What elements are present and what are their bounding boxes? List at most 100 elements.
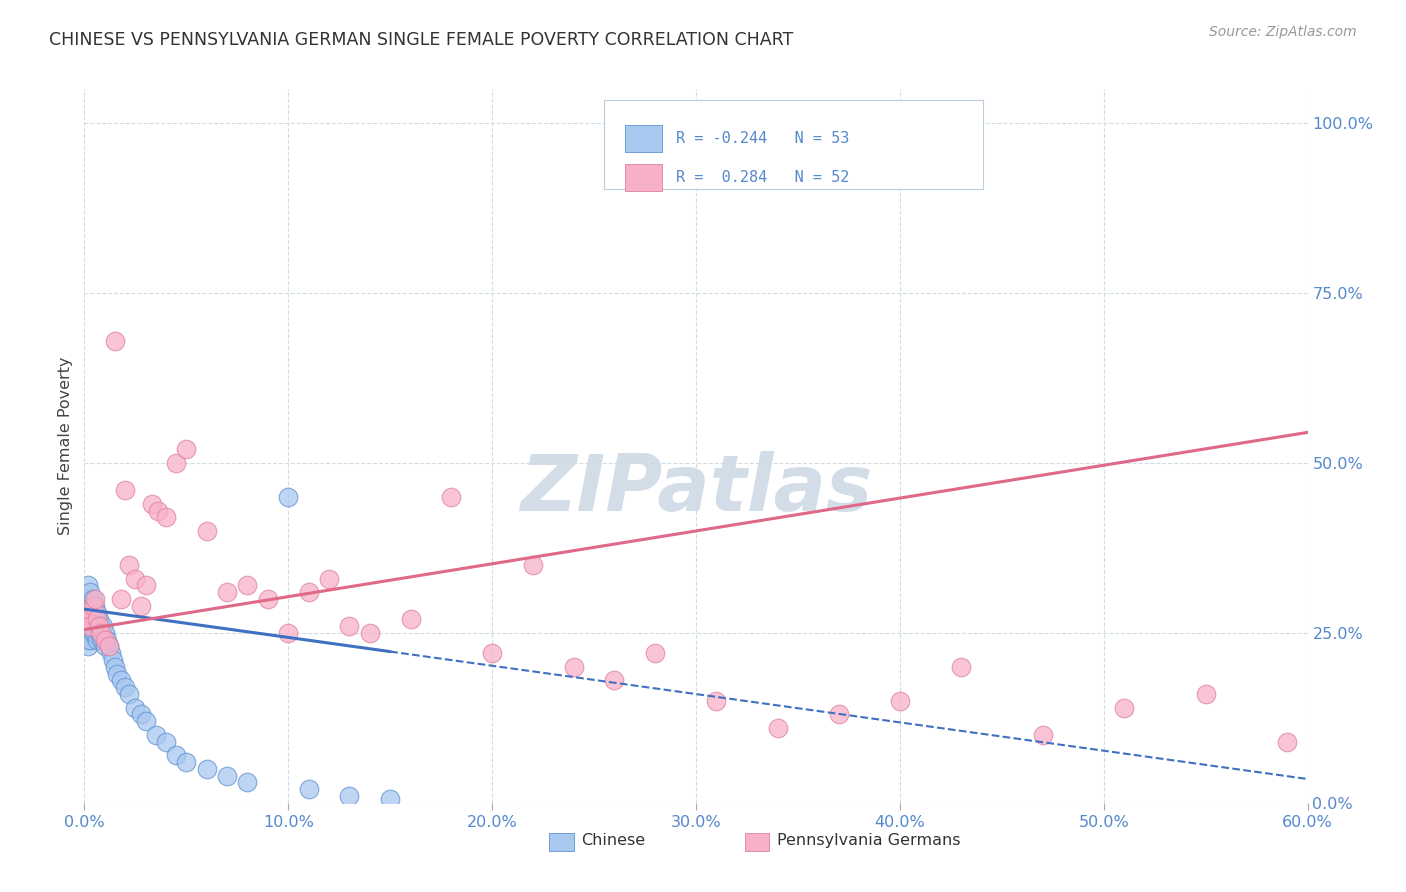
Point xyxy=(86,619,108,633)
Point xyxy=(87,612,110,626)
Point xyxy=(79,606,101,620)
Point xyxy=(91,632,114,647)
Point xyxy=(77,599,100,613)
Point xyxy=(195,524,218,538)
Point xyxy=(145,728,167,742)
Point xyxy=(155,734,177,748)
Point xyxy=(118,687,141,701)
Text: Chinese: Chinese xyxy=(581,833,645,848)
Point xyxy=(481,646,503,660)
Point xyxy=(100,646,122,660)
FancyBboxPatch shape xyxy=(605,100,983,189)
Point xyxy=(114,680,136,694)
Point xyxy=(135,578,157,592)
Point xyxy=(146,503,169,517)
Point xyxy=(97,640,120,654)
Point xyxy=(1032,728,1054,742)
Point xyxy=(86,612,108,626)
Point xyxy=(562,660,585,674)
Point xyxy=(96,632,118,647)
Point xyxy=(97,640,120,654)
Point xyxy=(1378,707,1400,722)
Point xyxy=(104,334,127,348)
Point xyxy=(82,626,104,640)
Point xyxy=(440,490,463,504)
Point xyxy=(277,626,299,640)
Point xyxy=(79,585,101,599)
Y-axis label: Single Female Poverty: Single Female Poverty xyxy=(58,357,73,535)
Point xyxy=(75,632,97,647)
Point xyxy=(105,666,128,681)
Point xyxy=(86,606,108,620)
Point xyxy=(110,673,132,688)
Point xyxy=(522,558,544,572)
Point xyxy=(165,456,187,470)
Point xyxy=(950,660,973,674)
Point xyxy=(75,591,97,606)
Point xyxy=(79,632,101,647)
Text: CHINESE VS PENNSYLVANIA GERMAN SINGLE FEMALE POVERTY CORRELATION CHART: CHINESE VS PENNSYLVANIA GERMAN SINGLE FE… xyxy=(49,31,793,49)
Text: Source: ZipAtlas.com: Source: ZipAtlas.com xyxy=(1209,25,1357,39)
Point xyxy=(124,700,146,714)
Point xyxy=(828,707,851,722)
Point xyxy=(77,612,100,626)
Point xyxy=(77,626,100,640)
Point xyxy=(75,612,97,626)
Point xyxy=(165,748,187,763)
Point xyxy=(603,673,626,688)
Point xyxy=(889,694,911,708)
Point xyxy=(79,619,101,633)
Point xyxy=(93,626,115,640)
Point xyxy=(1277,734,1299,748)
Point xyxy=(174,755,197,769)
Point xyxy=(82,612,104,626)
Point xyxy=(359,626,381,640)
Point xyxy=(174,442,197,457)
Point xyxy=(141,497,163,511)
Point xyxy=(236,578,259,592)
Point xyxy=(87,619,110,633)
Point xyxy=(104,660,127,674)
Point xyxy=(131,707,153,722)
Point xyxy=(339,789,361,803)
Point xyxy=(82,591,104,606)
Point xyxy=(79,619,101,633)
Point xyxy=(1337,707,1360,722)
Point xyxy=(135,714,157,729)
Point xyxy=(93,632,115,647)
Point xyxy=(1195,687,1218,701)
Point xyxy=(155,510,177,524)
Point xyxy=(75,619,97,633)
Point xyxy=(318,572,340,586)
Point xyxy=(101,653,124,667)
Point xyxy=(82,599,104,613)
Point xyxy=(83,599,105,613)
Point xyxy=(86,632,108,647)
Point xyxy=(298,585,321,599)
Point xyxy=(75,606,97,620)
Point xyxy=(90,626,112,640)
Point xyxy=(195,762,218,776)
Bar xyxy=(745,833,769,851)
Point xyxy=(277,490,299,504)
Text: ZIPatlas: ZIPatlas xyxy=(520,450,872,527)
Point xyxy=(91,619,114,633)
Point xyxy=(766,721,789,735)
Text: R =  0.284   N = 52: R = 0.284 N = 52 xyxy=(676,169,849,185)
Point xyxy=(131,599,153,613)
Point xyxy=(93,640,115,654)
Point xyxy=(298,782,321,797)
Point xyxy=(339,619,361,633)
Point xyxy=(124,572,146,586)
Point xyxy=(1114,700,1136,714)
Point xyxy=(380,792,402,806)
Point xyxy=(87,626,110,640)
Point xyxy=(77,606,100,620)
Point xyxy=(217,769,239,783)
Text: Pennsylvania Germans: Pennsylvania Germans xyxy=(776,833,960,848)
Point xyxy=(83,591,105,606)
Point xyxy=(110,591,132,606)
Point xyxy=(236,775,259,789)
Text: R = -0.244   N = 53: R = -0.244 N = 53 xyxy=(676,131,849,146)
Point xyxy=(77,640,100,654)
